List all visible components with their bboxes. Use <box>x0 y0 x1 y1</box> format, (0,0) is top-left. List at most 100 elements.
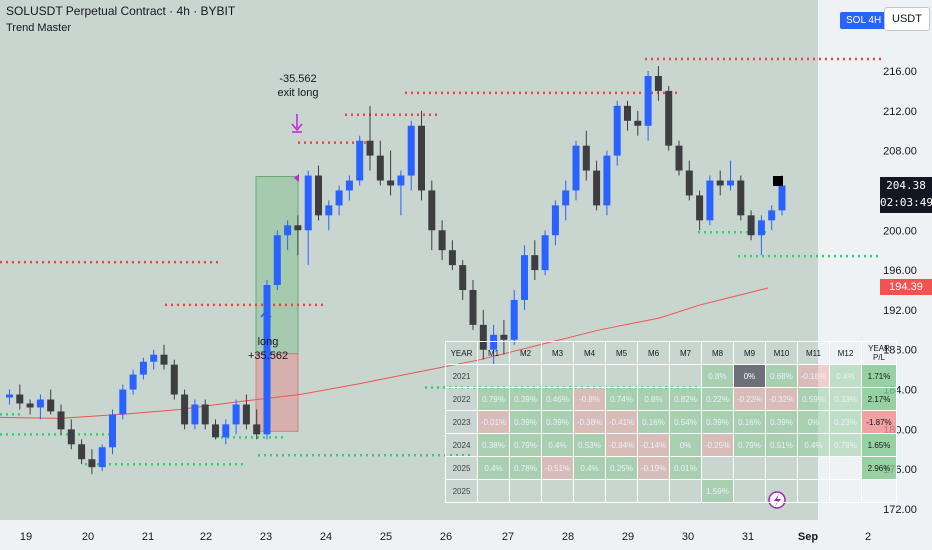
timeframe-badge[interactable]: SOL 4H <box>840 12 888 29</box>
month-cell <box>701 456 734 480</box>
candle-body <box>644 75 652 126</box>
time-tick: 20 <box>82 531 94 543</box>
candle-body <box>778 185 786 211</box>
month-cell <box>829 456 862 480</box>
table-header-cell: M10 <box>765 341 798 365</box>
candle-body <box>345 180 353 191</box>
candle-body <box>407 125 415 176</box>
month-cell: 0.74% <box>605 387 638 411</box>
candle-body <box>572 145 580 191</box>
month-cell: 0.79% <box>733 433 766 457</box>
month-cell: 0.51% <box>765 433 798 457</box>
time-tick: 30 <box>682 531 694 543</box>
price-tick: 196.00 <box>883 265 917 277</box>
month-cell <box>541 479 574 503</box>
table-header-cell: YEAR <box>445 341 478 365</box>
candle-body <box>685 170 693 196</box>
month-cell: 0.79% <box>477 387 510 411</box>
stop-loss-zone <box>255 353 299 432</box>
monthly-pnl-table: YEAR M1 M2 M3 M4 M5 M6 M7 M8 M9 M10 M11 M12 YEAR P/L 2… <box>445 341 897 503</box>
candle-body <box>6 394 13 398</box>
year-total-cell: 1.71% <box>861 364 897 388</box>
month-cell: 0.39% <box>701 410 734 434</box>
candle-body <box>500 334 508 340</box>
bar-countdown: 02:03:49 <box>880 196 932 209</box>
table-header-row: YEAR M1 M2 M3 M4 M5 M6 M7 M8 M9 M10 M11 M12 YEAR P/L <box>445 341 897 365</box>
position-box <box>255 176 299 432</box>
month-cell: 0.39% <box>509 387 542 411</box>
entry-arrow-icon <box>260 309 272 330</box>
ma-line <box>0 287 769 419</box>
time-tick: 22 <box>200 531 212 543</box>
price-tick: 216.00 <box>883 66 917 78</box>
candle-body <box>181 394 189 425</box>
table-header-cell: M1 <box>477 341 510 365</box>
year-total-cell: 2.96% <box>861 456 897 480</box>
table-header-cell: M12 <box>829 341 862 365</box>
candle-body <box>387 180 395 186</box>
month-cell: 0.4% <box>797 433 830 457</box>
month-cell: 0.78% <box>509 456 542 480</box>
year-cell: 2023 <box>445 410 478 434</box>
month-cell: -0.32% <box>765 387 798 411</box>
month-cell: 0% <box>733 364 766 388</box>
month-cell <box>733 456 766 480</box>
table-header-cell: M3 <box>541 341 574 365</box>
price-tick: 172.00 <box>883 504 917 516</box>
exit-value: -35.562 <box>279 73 317 85</box>
candle-body <box>284 225 292 236</box>
month-cell: 0.22% <box>701 387 734 411</box>
table-header-cell: M2 <box>509 341 542 365</box>
price-tick: 200.00 <box>883 225 917 237</box>
candle-body <box>654 75 662 91</box>
month-cell: 0.68% <box>765 364 798 388</box>
table-row: 2024 0.38% 0.79% 0.4% 0.53% -0.84% -0.14% 0% -0.… <box>445 433 897 457</box>
month-cell: -0.41% <box>605 410 638 434</box>
price-tick: 208.00 <box>883 146 917 158</box>
candle-body <box>459 265 467 290</box>
long-label: long <box>257 336 279 348</box>
candle-body <box>335 190 343 206</box>
time-tick: 27 <box>502 531 514 543</box>
month-cell: 0.46% <box>541 387 574 411</box>
table-header-cell: M8 <box>701 341 734 365</box>
month-cell: 0.8% <box>701 364 734 388</box>
candle-body <box>593 170 601 206</box>
year-cell: 2025 <box>445 456 478 480</box>
month-cell <box>829 479 862 503</box>
candle-body <box>706 180 714 221</box>
candle-body <box>438 230 446 251</box>
candle-body <box>716 180 724 186</box>
exit-annotation: -35.562 exit long <box>270 72 326 100</box>
year-cell: 2022 <box>445 387 478 411</box>
month-cell: 0.39% <box>509 410 542 434</box>
candle-body <box>531 255 539 271</box>
candle-body <box>727 180 734 186</box>
entry-annotation: long +35.562 <box>248 335 288 363</box>
time-tick: 26 <box>440 531 452 543</box>
currency-button[interactable]: USDT <box>884 7 930 31</box>
month-cell: 1.59% <box>701 479 734 503</box>
candle-body <box>222 424 230 438</box>
table-header-cell: M7 <box>669 341 702 365</box>
candle-body <box>98 447 106 468</box>
candle-body <box>36 399 44 408</box>
month-cell: -0.14% <box>637 433 670 457</box>
candle-body <box>139 361 147 375</box>
table-row: 2025 1.59% <box>445 479 897 503</box>
month-cell <box>637 364 670 388</box>
time-tick: 29 <box>622 531 634 543</box>
candle-body <box>119 389 127 415</box>
candle-body <box>150 354 158 362</box>
candle-body <box>201 404 209 425</box>
candle-body <box>696 195 704 221</box>
candle-body <box>242 404 250 425</box>
month-cell: 0.39% <box>541 410 574 434</box>
candle-body <box>510 299 518 340</box>
month-cell: 0.4% <box>477 456 510 480</box>
candle-body <box>376 155 384 181</box>
candle-body <box>428 190 436 231</box>
month-cell: 0% <box>669 433 702 457</box>
indicator-name[interactable]: Trend Master <box>6 22 72 34</box>
month-cell: 0.54% <box>669 410 702 434</box>
